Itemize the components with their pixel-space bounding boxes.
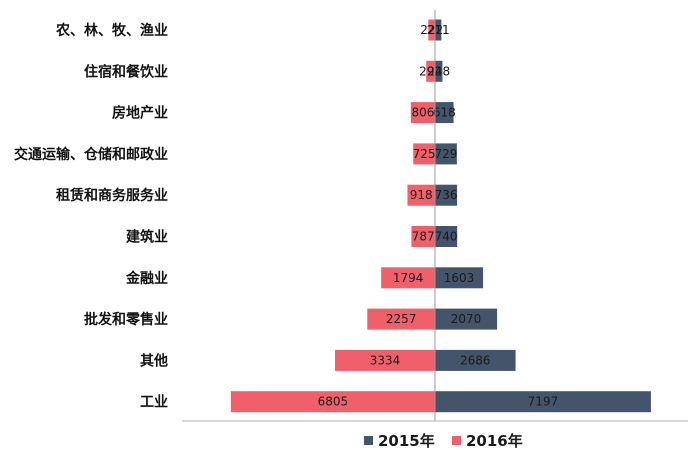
- category-label: 交通运输、仓储和邮政业: [14, 146, 168, 163]
- data-label-2015: 729: [434, 147, 457, 161]
- data-label-2016: 787: [412, 230, 435, 244]
- bar-2015: [435, 267, 484, 289]
- category-labels: 农、林、牧、渔业住宿和餐饮业房地产业交通运输、仓储和邮政业租赁和商务服务业建筑业…: [14, 22, 168, 411]
- category-label: 住宿和餐饮业: [84, 63, 168, 80]
- data-label-2016: 725: [413, 147, 436, 161]
- bar-2016: [407, 184, 435, 206]
- category-label: 工业: [140, 395, 168, 411]
- category-label: 批发和零售业: [84, 311, 168, 328]
- bar-2016: [230, 391, 435, 413]
- data-label-2016: 3334: [370, 353, 401, 367]
- data-label-2016: 222: [420, 23, 443, 37]
- bar-2015: [435, 19, 442, 41]
- data-label-2015: 2686: [460, 353, 491, 367]
- data-label-2015: 2070: [451, 312, 482, 326]
- bars: [230, 19, 651, 413]
- bar-2015: [435, 184, 458, 206]
- bar-2015: [435, 60, 443, 82]
- bar-2015: [435, 143, 457, 165]
- category-label: 租赁和商务服务业: [56, 187, 168, 204]
- category-label: 金融业: [125, 270, 168, 287]
- data-label-2015: 248: [427, 64, 450, 78]
- data-label-2016: 6805: [318, 395, 349, 409]
- data-label-2015: 211: [427, 23, 450, 37]
- axes: [182, 10, 688, 422]
- legend-swatch-2016: [452, 436, 461, 445]
- bar-2016: [381, 267, 435, 289]
- legend-label-2016: 2016年: [466, 432, 523, 450]
- bar-2016: [334, 349, 435, 371]
- data-label-2015: 1603: [444, 271, 475, 285]
- category-label: 建筑业: [126, 229, 168, 246]
- data-label-2016: 292: [419, 64, 442, 78]
- data-label-2015: 7197: [528, 395, 559, 409]
- bar-2016: [410, 102, 435, 124]
- bar-2016: [411, 226, 435, 247]
- data-label-2015: 618: [433, 106, 456, 120]
- bar-2015: [435, 102, 454, 124]
- legend-label-2015: 2015年: [378, 432, 435, 450]
- legend-swatch-2015: [364, 436, 373, 445]
- legend: 2015年 2016年: [364, 432, 523, 450]
- bar-2016: [428, 19, 435, 41]
- bar-2016: [367, 308, 435, 330]
- bar-2015: [435, 308, 498, 330]
- data-label-2016: 806: [411, 106, 434, 120]
- bar-2016: [413, 143, 435, 165]
- category-label: 农、林、牧、渔业: [55, 22, 168, 39]
- data-label-2016: 2257: [386, 312, 417, 326]
- bar-2016: [426, 60, 435, 82]
- data-label-2015: 740: [435, 230, 458, 244]
- data-label-2015: 736: [435, 188, 458, 202]
- bar-2015: [435, 226, 458, 247]
- data-label-2016: 918: [410, 188, 433, 202]
- category-label: 房地产业: [112, 105, 168, 122]
- bar-2015: [435, 391, 651, 413]
- bar-2015: [435, 349, 516, 371]
- category-label: 其他: [140, 352, 168, 369]
- data-label-2016: 1794: [393, 271, 424, 285]
